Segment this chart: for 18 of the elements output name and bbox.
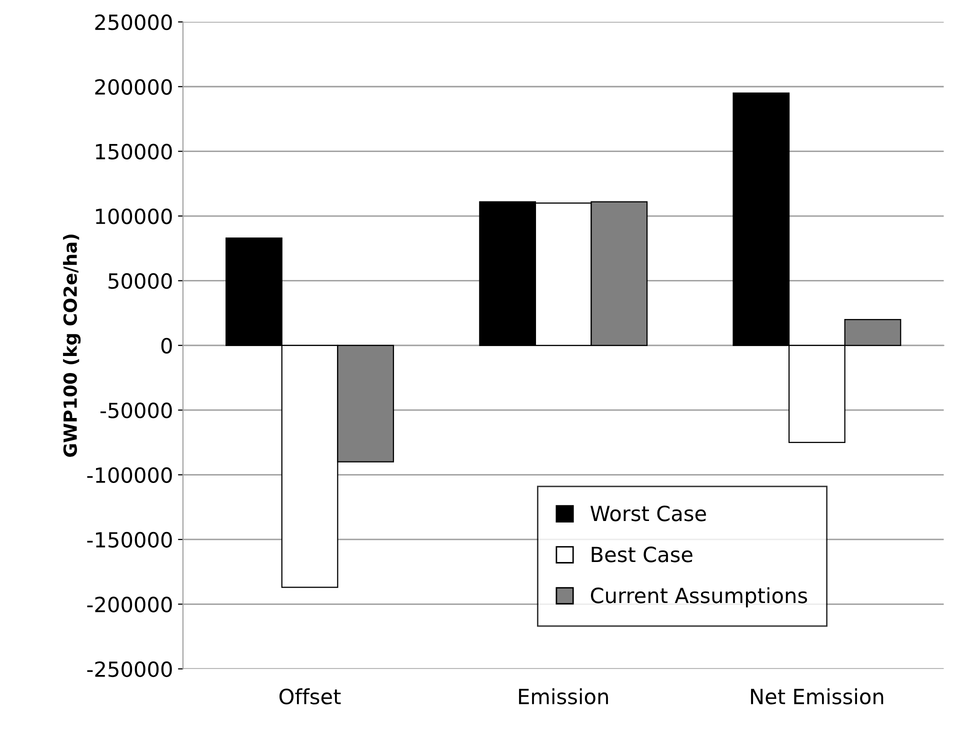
y-tick-label: -250000 [87, 661, 172, 678]
y-tick-label: -50000 [100, 402, 172, 418]
y-tick-label: -100000 [87, 467, 172, 483]
y-tick-label: 200000 [95, 79, 172, 95]
y-tick-label: 150000 [96, 144, 172, 160]
legend-label: Best Case [592, 546, 692, 562]
y-tick-label: -150000 [87, 532, 172, 548]
legend-label: Current Assumptions [590, 587, 808, 608]
y-tick-label: 50000 [108, 273, 172, 289]
y-tick-label: 0 [161, 338, 172, 354]
x-tick-label: Net Emission [751, 688, 884, 704]
x-tick-label: Emission [519, 688, 608, 704]
x-tick-label: Offset [279, 688, 341, 704]
y-tick-label: -200000 [87, 596, 172, 612]
legend-label: Worst Case [590, 506, 706, 522]
y-tick-label: 250000 [95, 14, 172, 30]
y-tick-label: 100000 [96, 208, 172, 224]
y-axis-title: GWP100 (kg CO2e/ha) [63, 234, 81, 457]
